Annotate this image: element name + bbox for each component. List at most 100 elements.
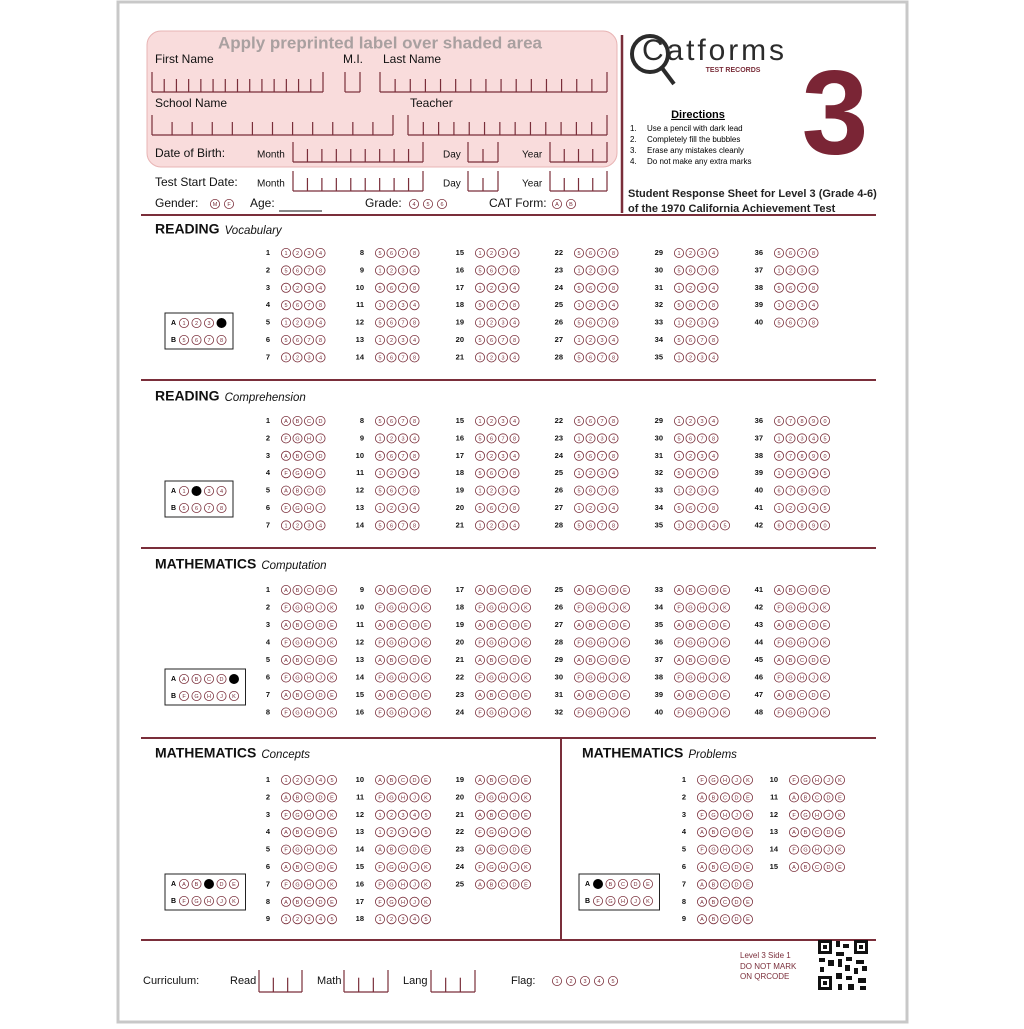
answer-bubble xyxy=(574,707,585,718)
example-label: A xyxy=(171,881,176,888)
bubble-letter: D xyxy=(513,882,517,888)
bubble-letter: 6 xyxy=(390,454,393,460)
bubble-letter: E xyxy=(330,658,334,664)
answer-bubble xyxy=(797,620,808,631)
bubble-letter: 7 xyxy=(501,338,504,344)
answer-bubble xyxy=(620,585,631,596)
answer-bubble xyxy=(774,637,785,648)
direction-number: 1. xyxy=(630,124,637,133)
date-label: Month xyxy=(257,150,285,161)
answer-bubble xyxy=(216,691,227,702)
bubble-letter: G xyxy=(711,813,715,819)
bubble-letter: B xyxy=(589,588,593,594)
bubble-letter: G xyxy=(588,605,592,611)
answer-bubble xyxy=(292,879,303,890)
answer-bubble xyxy=(797,585,808,596)
answer-bubble xyxy=(497,879,508,890)
answer-bubble xyxy=(835,792,846,803)
bubble-letter: H xyxy=(800,710,804,716)
answer-bubble xyxy=(521,792,532,803)
field-label: Last Name xyxy=(383,52,441,66)
bubble-letter: C xyxy=(307,830,311,836)
question-number: 37 xyxy=(755,265,763,274)
answer-bubble xyxy=(812,827,823,838)
bubble-letter: 8 xyxy=(612,523,615,529)
question-number: 27 xyxy=(555,503,563,512)
bubble-letter: 8 xyxy=(513,471,516,477)
answer-bubble xyxy=(597,672,608,683)
answer-bubble xyxy=(574,247,585,258)
answer-bubble xyxy=(509,879,520,890)
answer-bubble xyxy=(374,879,385,890)
bubble-letter: A xyxy=(378,588,382,594)
bubble-letter: J xyxy=(319,813,322,819)
bubble-letter: 3 xyxy=(800,268,803,274)
answer-bubble xyxy=(326,655,337,666)
answer-bubble xyxy=(178,896,189,907)
bubble-letter: H xyxy=(700,640,704,646)
answer-bubble xyxy=(303,879,314,890)
bubble-letter: 2 xyxy=(490,523,493,529)
bubble-letter: 5 xyxy=(378,355,381,361)
answer-bubble xyxy=(785,265,796,276)
answer-bubble xyxy=(509,265,520,276)
answer-bubble xyxy=(315,485,326,496)
answer-bubble xyxy=(720,879,731,890)
bubble-letter: C xyxy=(815,830,819,836)
bubble-letter: 7 xyxy=(501,436,504,442)
bubble-letter: K xyxy=(424,900,428,906)
bubble-letter: 7 xyxy=(401,523,404,529)
bubble-letter: 5 xyxy=(478,436,481,442)
answer-bubble xyxy=(708,415,719,426)
bubble-letter: 4 xyxy=(413,813,416,819)
bubble-letter: 1 xyxy=(478,454,481,460)
bubble-letter: 3 xyxy=(700,419,703,425)
bubble-letter: 6 xyxy=(490,268,493,274)
answer-bubble xyxy=(708,775,719,786)
answer-bubble xyxy=(386,775,397,786)
answer-bubble xyxy=(552,198,563,209)
bubble-letter: H xyxy=(501,830,505,836)
answer-bubble xyxy=(303,637,314,648)
bubble-letter: 5 xyxy=(677,506,680,512)
answer-bubble xyxy=(303,317,314,328)
question-number: 27 xyxy=(555,335,563,344)
bubble-letter: M xyxy=(213,202,218,208)
bubble-letter: 4 xyxy=(612,506,615,512)
bubble-letter: A xyxy=(284,865,288,871)
bubble-letter: J xyxy=(413,675,416,681)
answer-bubble xyxy=(585,707,596,718)
bubble-letter: 5 xyxy=(577,489,580,495)
answer-bubble xyxy=(697,690,708,701)
question-number: 12 xyxy=(356,810,364,819)
bubble-letter: 4 xyxy=(319,321,322,327)
answer-bubble xyxy=(521,585,532,596)
bubble-letter: A xyxy=(284,830,288,836)
answer-bubble xyxy=(486,707,497,718)
answer-bubble xyxy=(497,655,508,666)
answer-bubble xyxy=(497,775,508,786)
bubble-letter: 8 xyxy=(800,523,803,529)
question-number: 18 xyxy=(456,300,464,309)
answer-bubble xyxy=(420,844,431,855)
bubble-letter: 3 xyxy=(307,917,310,923)
answer-bubble xyxy=(785,620,796,631)
bubble-letter: C xyxy=(401,588,405,594)
answer-bubble xyxy=(509,502,520,513)
bubble-letter: 0 xyxy=(823,489,826,495)
entry-field xyxy=(549,142,608,163)
answer-bubble xyxy=(585,520,596,531)
answer-bubble xyxy=(486,502,497,513)
answer-bubble xyxy=(708,352,719,363)
bubble-letter: 5 xyxy=(478,268,481,274)
answer-bubble xyxy=(497,247,508,258)
bubble-letter: 1 xyxy=(284,917,287,923)
question-number: 41 xyxy=(755,503,763,512)
bubble-letter: A xyxy=(284,623,288,629)
answer-bubble xyxy=(743,914,754,925)
question-number: 16 xyxy=(356,879,364,888)
bubble-letter: 8 xyxy=(712,506,715,512)
answer-bubble xyxy=(497,620,508,631)
answer-bubble xyxy=(216,674,227,685)
bubble-letter: 7 xyxy=(401,321,404,327)
